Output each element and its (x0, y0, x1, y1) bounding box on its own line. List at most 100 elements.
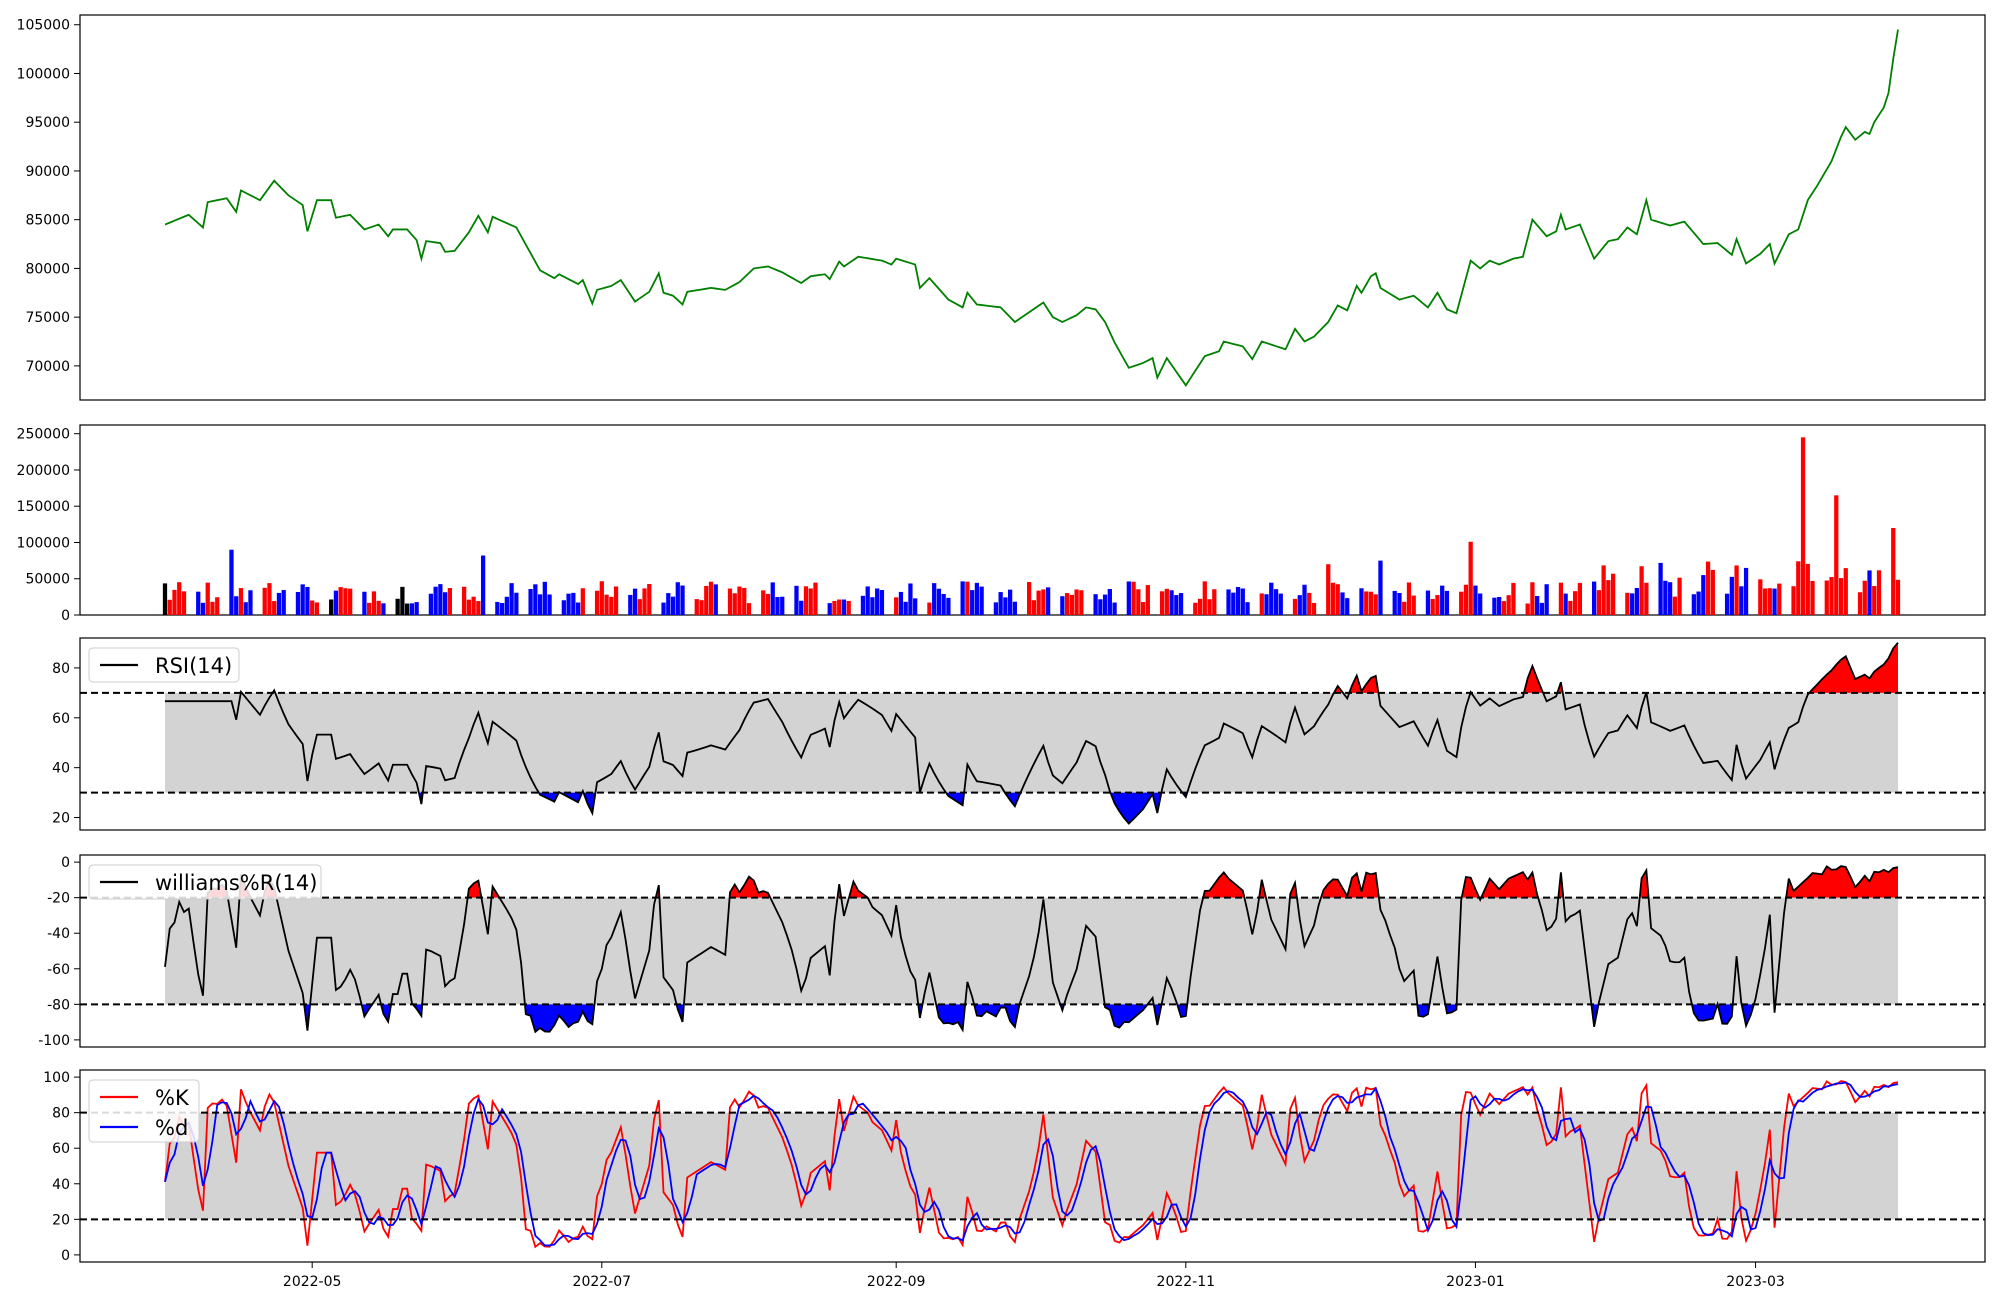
volume-bar (1610, 573, 1616, 615)
volume-bar (414, 602, 419, 615)
volume-bar (1468, 541, 1473, 615)
volume-bar (609, 596, 614, 615)
volume-bar (1473, 585, 1478, 615)
volume-bar (960, 581, 965, 615)
panel-3-frame (79, 854, 1986, 1048)
volume-bar (1895, 579, 1901, 615)
volume-bar (395, 598, 400, 615)
volume-bar (310, 600, 315, 615)
volume-bar (172, 589, 177, 615)
volume-bar (1402, 601, 1407, 615)
panel-4-ytick-label-3: 60 (52, 1141, 70, 1157)
volume-bar (1606, 580, 1611, 615)
volume-bar (1539, 602, 1545, 615)
volume-bar (267, 583, 272, 615)
panel-3-neutral-band (165, 897, 1898, 1005)
volume-bar (376, 600, 381, 615)
volume-bar (1634, 587, 1639, 615)
panel-3-ytick-label-1: -20 (47, 891, 70, 907)
volume-bar (1629, 593, 1635, 615)
volume-bar (832, 600, 837, 615)
rsi-line (165, 642, 1899, 825)
panel-1-ytick-label-4: 200000 (17, 463, 70, 479)
panel-3-ytick-label-3: -60 (47, 962, 70, 978)
panel-4-ytick-label-4: 80 (52, 1106, 70, 1122)
volume-bar (1373, 594, 1378, 615)
volume-bar (248, 590, 253, 615)
volume-bar (675, 582, 680, 615)
volume-bar (1743, 567, 1749, 615)
volume-bar (732, 593, 737, 615)
volume-bar (1264, 594, 1269, 615)
volume-bar (1302, 584, 1307, 615)
volume-bar (1843, 568, 1848, 615)
volume-bar (1074, 589, 1079, 615)
volume-bar (1392, 590, 1397, 615)
volume-bar (742, 587, 747, 615)
volume-bar (860, 595, 866, 615)
volume-bar (1762, 588, 1768, 615)
volume-bar (177, 582, 182, 615)
volume-bar (903, 601, 908, 615)
volume-bar (765, 593, 771, 615)
panel-0-ytick-label-0: 70000 (25, 359, 70, 375)
volume-bar (1207, 599, 1212, 615)
volume-bar (1805, 563, 1810, 615)
volume-bar (1891, 527, 1896, 615)
volume-bar (704, 585, 709, 615)
volume-bar (1791, 586, 1796, 615)
volume-bar (632, 588, 638, 615)
volume-bar (875, 588, 880, 615)
volume-bar (433, 586, 438, 615)
volume-bar (1701, 575, 1706, 615)
panel-0-ytick-label-2: 80000 (25, 261, 70, 277)
volume-bar (1577, 582, 1583, 615)
volume-bar (262, 587, 267, 615)
volume-bar (438, 584, 443, 615)
volume-bar (1335, 584, 1340, 615)
volume-bar (1644, 582, 1649, 615)
panel-1-frame (79, 424, 1986, 616)
volume-bar (1240, 588, 1245, 615)
volume-bar (1212, 589, 1217, 615)
volume-bar (628, 594, 633, 615)
volume-bar (1368, 591, 1374, 615)
volume-bar (1601, 565, 1606, 615)
volume-bar (794, 585, 799, 615)
volume-bar (480, 555, 486, 615)
volume-bar (1876, 570, 1882, 615)
volume-bar (661, 602, 666, 615)
volume-bar (1326, 564, 1331, 615)
panel-1-ytick-label-1: 50000 (25, 572, 70, 588)
volume-bar (1767, 588, 1772, 615)
volume-bar (1810, 580, 1815, 615)
volume-bar (1511, 582, 1516, 615)
xtick-label-2: 2022-09 (867, 1274, 926, 1290)
volume-bar (314, 602, 320, 615)
xtick-label-1: 2022-07 (573, 1274, 632, 1290)
volume-bar (1406, 582, 1412, 615)
xtick-label-5: 2023-03 (1726, 1274, 1785, 1290)
panel-3-overbought-fill (207, 866, 1898, 898)
volume-bar (1107, 589, 1112, 615)
volume-bar (1226, 589, 1231, 615)
volume-bar (1435, 595, 1440, 615)
panel-3-legend-box (88, 864, 322, 900)
panel-4-neutral-band (165, 1112, 1898, 1220)
volume-bar (200, 602, 206, 615)
volume-bar (746, 603, 752, 615)
volume-bar (504, 596, 509, 615)
volume-bar (1444, 590, 1450, 615)
volume-bar (713, 584, 718, 615)
volume-bar (1729, 576, 1734, 615)
volume-bar (1829, 577, 1834, 615)
volume-bar (837, 599, 842, 615)
volume-bar (1425, 590, 1431, 615)
volume-bar (181, 591, 187, 615)
volume-bar (1834, 495, 1839, 615)
panel-2-ytick-label-1: 40 (52, 761, 70, 777)
volume-bar (932, 583, 937, 615)
volume-bar (1178, 593, 1184, 615)
volume-bar (1440, 585, 1445, 615)
panel-1-ytick-label-3: 150000 (17, 499, 70, 515)
